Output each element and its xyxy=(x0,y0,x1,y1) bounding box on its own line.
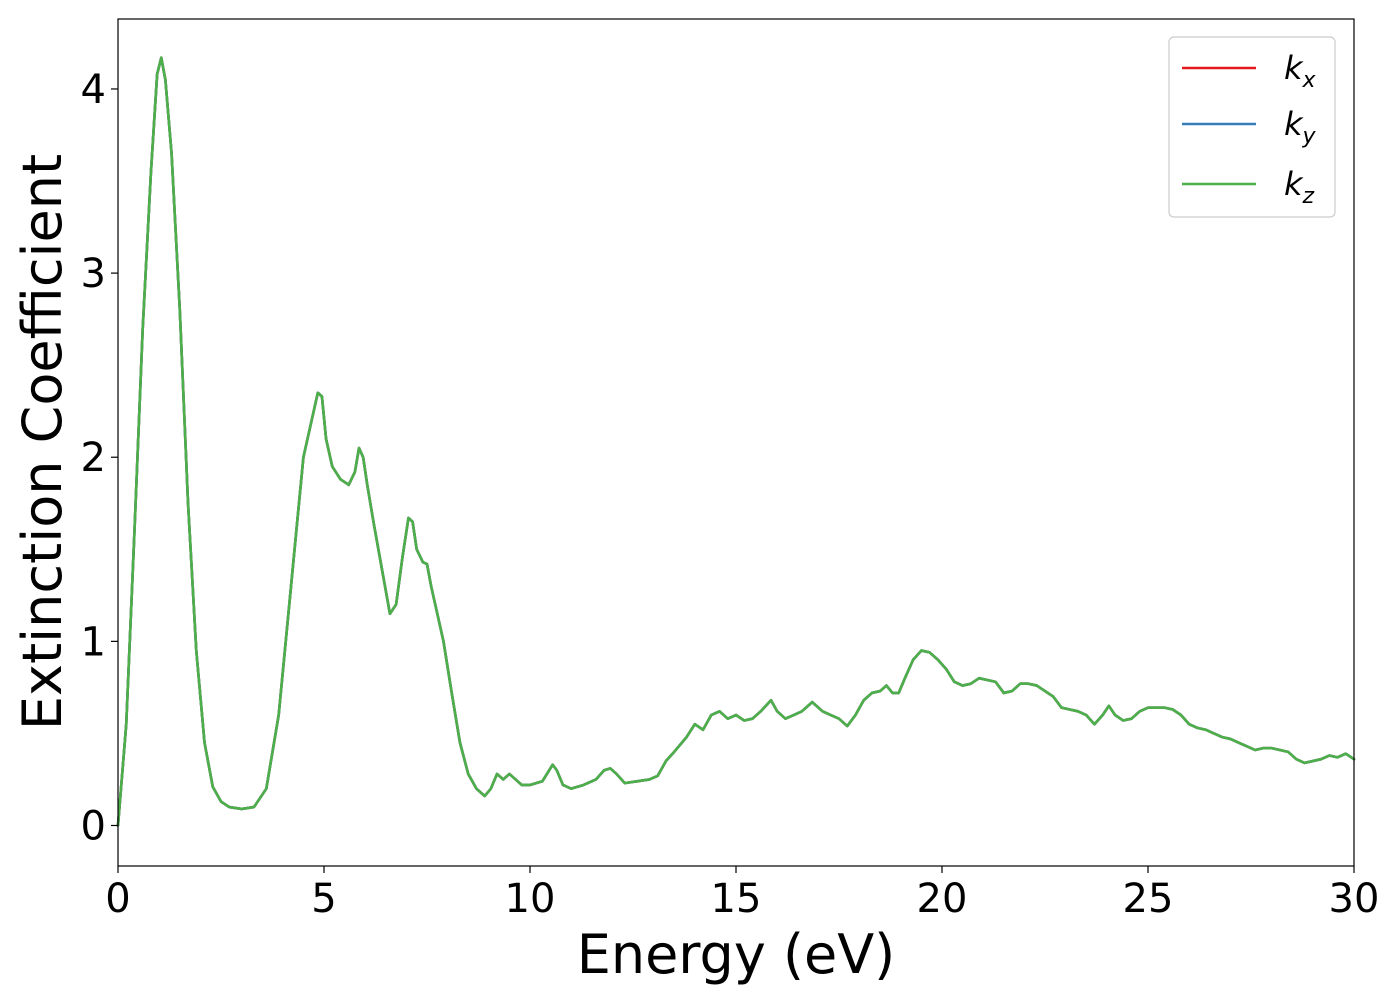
y-tick-label: 3 xyxy=(81,251,106,297)
legend: kx ky kz xyxy=(1168,36,1336,218)
y-tick-label: 1 xyxy=(81,619,106,665)
x-tick-label: 30 xyxy=(1329,876,1380,922)
series-layer xyxy=(116,56,1356,827)
x-tick-label: 25 xyxy=(1123,876,1174,922)
x-axis: 0 5 10 15 20 25 30 xyxy=(105,866,1379,922)
x-axis-title: Energy (eV) xyxy=(577,923,896,986)
y-axis-title: Extinction Coefficient xyxy=(11,154,74,730)
y-tick-label: 0 xyxy=(81,803,106,849)
legend-label-x: kx xyxy=(1284,49,1317,93)
series-line-z xyxy=(116,56,1356,827)
x-tick-label: 15 xyxy=(711,876,762,922)
legend-label-y: ky xyxy=(1284,105,1317,149)
legend-label-z: kz xyxy=(1284,165,1315,209)
x-tick-label: 0 xyxy=(105,876,130,922)
x-tick-label: 20 xyxy=(917,876,968,922)
plot-background xyxy=(118,19,1354,866)
y-tick-label: 2 xyxy=(81,435,106,481)
legend-box xyxy=(1168,36,1336,218)
y-tick-label: 4 xyxy=(81,67,106,113)
y-axis: 0 1 2 3 4 xyxy=(81,67,118,849)
x-tick-label: 5 xyxy=(311,876,336,922)
x-tick-label: 10 xyxy=(505,876,556,922)
